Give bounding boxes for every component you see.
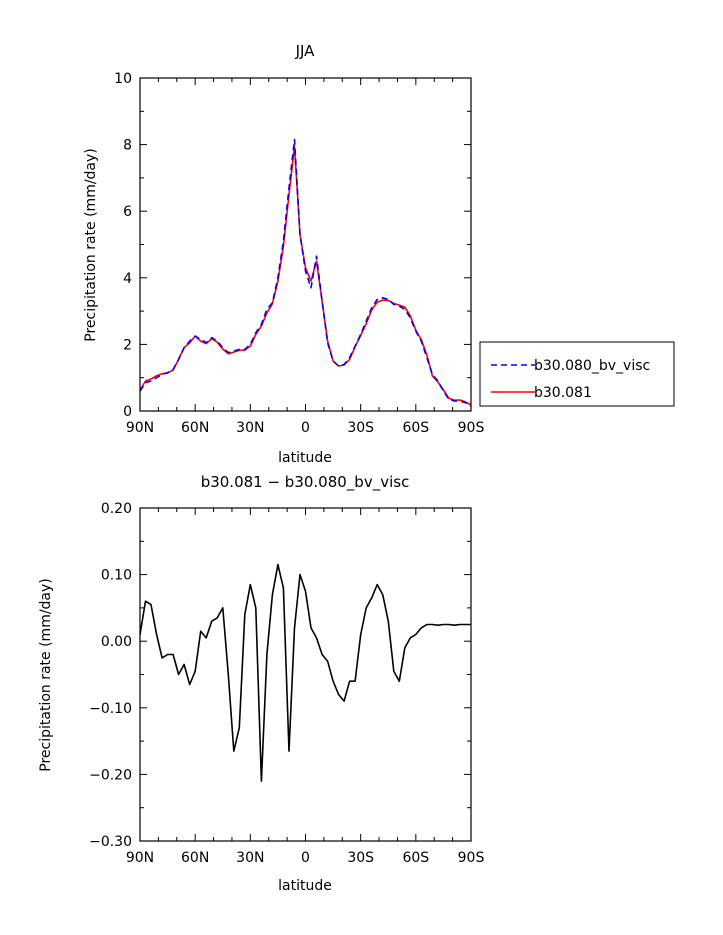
- x-tick-label: 90N: [126, 420, 154, 436]
- bottom-chart-xlabel: latitude: [278, 878, 332, 894]
- x-tick-label: 60S: [402, 420, 429, 436]
- x-tick-label: 30S: [347, 850, 374, 866]
- x-tick-label: 60S: [402, 850, 429, 866]
- y-tick-label: 2: [123, 337, 132, 353]
- y-tick-label: 10: [114, 71, 132, 87]
- y-tick-label: 0: [123, 404, 132, 420]
- top-chart-series: [139, 138, 472, 407]
- y-tick-label: 8: [123, 138, 132, 154]
- series-line-1: [139, 563, 471, 782]
- y-tick-label: −0.10: [89, 701, 132, 717]
- bottom-chart-ylabel: Precipitation rate (mm/day): [38, 578, 54, 772]
- x-tick-label: 30N: [236, 850, 264, 866]
- y-tick-label: 0.20: [101, 501, 132, 517]
- legend-label-series-1: b30.080_bv_visc: [534, 358, 650, 374]
- bottom-chart-title: b30.081 − b30.080_bv_visc: [201, 473, 410, 492]
- y-tick-label: −0.30: [89, 834, 132, 850]
- top-chart-axes: 0 2 4 6 8 10 90N 60N 30N 0 30S 60S 90S: [114, 71, 484, 436]
- top-chart-frame: [139, 77, 472, 412]
- series-line-1: [139, 138, 472, 407]
- top-chart-ylabel: Precipitation rate (mm/day): [83, 148, 99, 342]
- bottom-chart-frame: [139, 507, 472, 842]
- x-tick-label: 90N: [126, 850, 154, 866]
- x-tick-label: 90S: [458, 850, 485, 866]
- legend: b30.080_bv_visc b30.081: [479, 341, 675, 407]
- y-tick-label: −0.20: [89, 767, 132, 783]
- y-tick-label: 4: [123, 271, 132, 287]
- y-tick-label: 0.00: [101, 634, 132, 650]
- x-tick-label: 30S: [347, 420, 374, 436]
- y-tick-label: 0.10: [101, 568, 132, 584]
- x-tick-label: 30N: [236, 420, 264, 436]
- series-line-2: [139, 145, 472, 406]
- x-tick-label: 0: [301, 420, 310, 436]
- top-chart-title: JJA: [295, 42, 316, 60]
- x-tick-label: 60N: [181, 420, 209, 436]
- legend-box: [479, 341, 675, 407]
- x-tick-label: 90S: [458, 420, 485, 436]
- bottom-chart: b30.081 − b30.080_bv_visc −0.30 −0.20 −0.1…: [38, 473, 484, 894]
- x-tick-label: 60N: [181, 850, 209, 866]
- bottom-chart-series: [139, 563, 471, 782]
- top-chart-xlabel: latitude: [278, 450, 332, 466]
- legend-label-series-2: b30.081: [534, 385, 592, 401]
- x-tick-label: 0: [301, 850, 310, 866]
- y-tick-label: 6: [123, 204, 132, 220]
